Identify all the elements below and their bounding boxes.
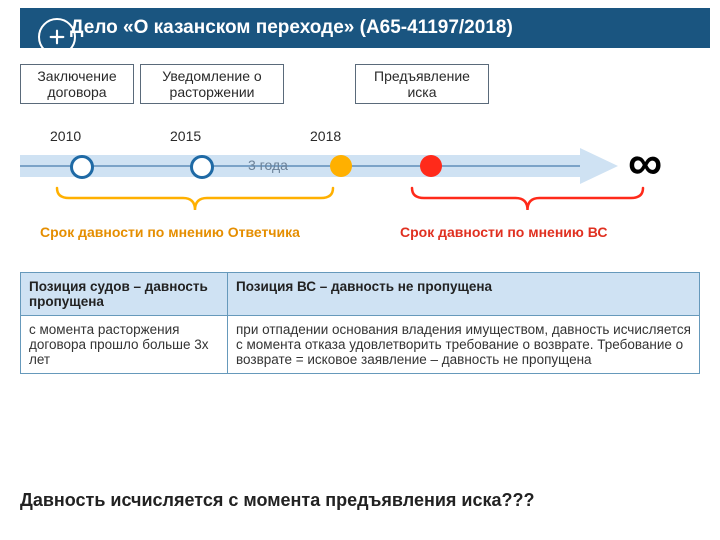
timeline-marker-ring	[190, 155, 214, 179]
event-year: 2015	[170, 128, 201, 144]
td-courts: с момента расторжения договора прошло бо…	[21, 316, 228, 374]
table-row: с момента расторжения договора прошло бо…	[21, 316, 700, 374]
event-box: Предъявлениеиска	[355, 64, 489, 104]
infinity-symbol: ∞	[628, 140, 662, 188]
positions-table: Позиция судов – давность пропущена Позиц…	[20, 272, 700, 374]
timeline: 3 года	[20, 148, 620, 184]
event-box: Уведомление орасторжении	[140, 64, 284, 104]
three-years-label: 3 года	[248, 157, 288, 173]
slide: Дело «О казанском переходе» (А65-41197/2…	[0, 0, 720, 540]
th-supreme: Позиция ВС – давность не пропущена	[228, 273, 700, 316]
opinion-label: Срок давности по мнению Ответчика	[40, 224, 300, 240]
brace	[55, 186, 335, 212]
table-header-row: Позиция судов – давность пропущена Позиц…	[21, 273, 700, 316]
event-box: Заключениедоговора	[20, 64, 134, 104]
timeline-centerline	[20, 165, 580, 167]
opinion-label: Срок давности по мнению ВС	[400, 224, 607, 240]
timeline-arrowhead	[580, 148, 618, 184]
header-title: Дело «О казанском переходе» (А65-41197/2…	[70, 17, 513, 39]
th-courts: Позиция судов – давность пропущена	[21, 273, 228, 316]
td-supreme: при отпадении основания владения имущест…	[228, 316, 700, 374]
timeline-marker-ring	[70, 155, 94, 179]
event-year: 2010	[50, 128, 81, 144]
timeline-marker-dot	[420, 155, 442, 177]
timeline-marker-dot	[330, 155, 352, 177]
header-bar: Дело «О казанском переходе» (А65-41197/2…	[20, 8, 710, 48]
brace	[410, 186, 645, 212]
bottom-question: Давность исчисляется с момента предъявле…	[20, 490, 535, 511]
plus-icon	[38, 18, 76, 56]
event-year: 2018	[310, 128, 341, 144]
